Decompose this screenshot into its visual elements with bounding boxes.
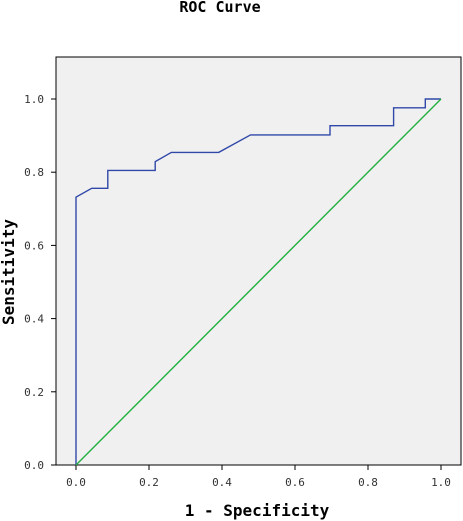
y-axis-label: Sensitivity bbox=[0, 219, 18, 325]
y-tick-label: 0.4 bbox=[24, 313, 44, 326]
series-layer bbox=[75, 98, 442, 466]
y-tick-label: 0.2 bbox=[24, 386, 44, 399]
axis-ticks: 0.0 0.2 0.4 0.6 0.8 1.0 0.0 0.2 0.4 0.6 0.8 1.0 bbox=[24, 93, 451, 489]
y-tick-label: 1.0 bbox=[24, 93, 44, 106]
x-tick-label: 0.0 bbox=[66, 476, 86, 489]
y-tick-label: 0.6 bbox=[24, 239, 44, 252]
y-tick-label: 0.0 bbox=[24, 459, 44, 472]
chart-title: ROC Curve bbox=[179, 0, 260, 16]
x-tick-label: 0.8 bbox=[358, 476, 378, 489]
x-tick-label: 0.4 bbox=[212, 476, 232, 489]
x-tick-label: 1.0 bbox=[431, 476, 451, 489]
x-axis-label: 1 - Specificity bbox=[185, 501, 330, 520]
y-tick-label: 0.8 bbox=[24, 166, 44, 179]
reference-diagonal-line bbox=[75, 98, 442, 466]
roc-curve-line bbox=[75, 98, 441, 465]
x-tick-label: 0.2 bbox=[139, 476, 159, 489]
plot-area bbox=[55, 56, 462, 466]
x-tick-label: 0.6 bbox=[285, 476, 305, 489]
